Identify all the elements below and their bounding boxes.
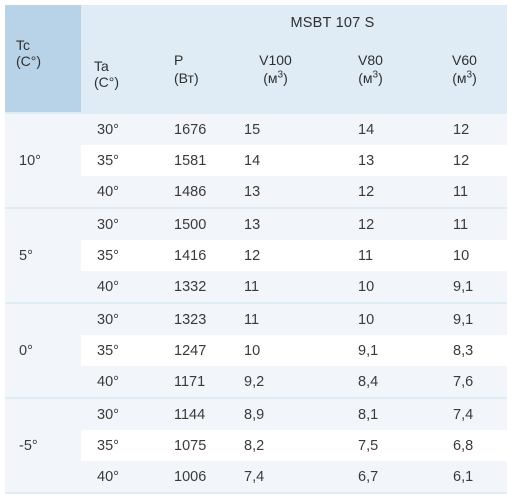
- header-power-unit: (Вт): [174, 70, 199, 86]
- header-tc-label: Tc: [16, 37, 30, 53]
- cell-v60: 10: [418, 240, 508, 271]
- header-v80-unit: (м3): [358, 69, 383, 86]
- cell-p: 1323: [158, 302, 228, 335]
- cell-v100: 10: [228, 335, 323, 366]
- header-ta-label: Ta: [94, 58, 109, 74]
- cell-v80: 13: [323, 145, 418, 176]
- performance-table-container: Tc (C°) Ta (C°) MSBT 107 S P (Вт) V100: [5, 5, 508, 494]
- cell-p: 1486: [158, 176, 228, 208]
- cell-v80: 11: [323, 240, 418, 271]
- cell-tc: -5°: [5, 397, 81, 494]
- header-v60-unit: (м3): [452, 69, 477, 86]
- cell-p: 1171: [158, 366, 228, 398]
- cell-v80: 8,1: [323, 397, 418, 430]
- table-row: 5° 30° 1500 13 12 11: [5, 207, 508, 303]
- cell-v80: 12: [323, 207, 418, 240]
- cell-v100: 7,4: [228, 461, 323, 494]
- cell-p: 1500: [158, 207, 228, 240]
- cell-v80: 14: [323, 112, 418, 145]
- cell-v60: 7,6: [418, 366, 508, 398]
- cell-ta: 35°: [81, 430, 158, 461]
- cell-v100: 9,2: [228, 366, 323, 398]
- cell-v100: 13: [228, 176, 323, 208]
- cell-v60: 12: [418, 145, 508, 176]
- table-row: 40° 1332 11 10 9,1: [5, 271, 508, 303]
- cell-p: 1581: [158, 145, 228, 176]
- cell-v60: 7,4: [418, 397, 508, 430]
- header-model-title: MSBT 107 S: [158, 5, 508, 41]
- cell-ta: 35°: [81, 145, 158, 176]
- cell-p: 1416: [158, 240, 228, 271]
- header-v80: V80 (м3): [323, 41, 418, 113]
- cell-v80: 6,7: [323, 461, 418, 494]
- cell-v60: 9,1: [418, 302, 508, 335]
- table-row: 40° 1486 13 12 11: [5, 176, 508, 208]
- cell-ta: 35°: [81, 335, 158, 366]
- header-tc: Tc (C°): [5, 5, 81, 113]
- table-row: 35° 1247 10 9,1 8,3: [5, 335, 508, 366]
- cell-v100: 14: [228, 145, 323, 176]
- cell-ta: 30°: [81, 112, 158, 145]
- header-tc-unit: (C°): [16, 53, 42, 69]
- cell-v80: 9,1: [323, 335, 418, 366]
- cell-ta: 40°: [81, 461, 158, 494]
- table-row: 40° 1171 9,2 8,4 7,6: [5, 366, 508, 398]
- cell-v100: 15: [228, 112, 323, 145]
- cell-v60: 12: [418, 112, 508, 145]
- header-v80-label: V80: [358, 52, 383, 68]
- cell-ta: 40°: [81, 366, 158, 398]
- table-row: 35° 1416 12 11 10: [5, 240, 508, 271]
- cell-ta: 35°: [81, 240, 158, 271]
- cell-p: 1676: [158, 112, 228, 145]
- cell-v100: 12: [228, 240, 323, 271]
- cell-p: 1075: [158, 430, 228, 461]
- table-header: Tc (C°) Ta (C°) MSBT 107 S P (Вт) V100: [5, 5, 508, 113]
- header-v100-label: V100: [259, 52, 292, 68]
- cell-v60: 11: [418, 207, 508, 240]
- performance-table: Tc (C°) Ta (C°) MSBT 107 S P (Вт) V100: [5, 5, 508, 494]
- cell-ta: 40°: [81, 176, 158, 208]
- cell-v80: 7,5: [323, 430, 418, 461]
- cell-ta: 30°: [81, 302, 158, 335]
- table-row: 0° 30° 1323 11 10 9,1: [5, 302, 508, 398]
- cell-v100: 13: [228, 207, 323, 240]
- header-ta: Ta (C°): [81, 5, 158, 113]
- cell-p: 1144: [158, 397, 228, 430]
- header-ta-unit: (C°): [94, 74, 120, 90]
- cell-v80: 10: [323, 302, 418, 335]
- header-v100: V100 (м3): [228, 41, 323, 113]
- cell-v60: 9,1: [418, 271, 508, 303]
- cell-tc: 10°: [5, 112, 81, 208]
- cell-v100: 11: [228, 302, 323, 335]
- cell-v60: 11: [418, 176, 508, 208]
- table-row: 40° 1006 7,4 6,7 6,1: [5, 461, 508, 494]
- cell-v80: 12: [323, 176, 418, 208]
- table-row: -5° 30° 1144 8,9 8,1 7,4: [5, 397, 508, 494]
- cell-ta: 40°: [81, 271, 158, 303]
- cell-v60: 6,8: [418, 430, 508, 461]
- cell-v60: 6,1: [418, 461, 508, 494]
- header-power: P (Вт): [158, 41, 228, 113]
- header-power-label: P: [174, 52, 184, 68]
- cell-v60: 8,3: [418, 335, 508, 366]
- table-body: 10° 30° 1676 15 14 12 35° 1581 14 13 12 40° 1486 13 12…: [5, 112, 508, 494]
- cell-v100: 11: [228, 271, 323, 303]
- header-v60: V60 (м3): [418, 41, 508, 113]
- cell-p: 1006: [158, 461, 228, 494]
- table-row: 10° 30° 1676 15 14 12: [5, 112, 508, 208]
- cell-v80: 10: [323, 271, 418, 303]
- header-v100-unit: (м3): [263, 69, 288, 86]
- table-row: 35° 1581 14 13 12: [5, 145, 508, 176]
- cell-v80: 8,4: [323, 366, 418, 398]
- cell-ta: 30°: [81, 397, 158, 430]
- cell-v100: 8,2: [228, 430, 323, 461]
- cell-ta: 30°: [81, 207, 158, 240]
- cell-tc: 5°: [5, 207, 81, 303]
- cell-p: 1332: [158, 271, 228, 303]
- cell-tc: 0°: [5, 302, 81, 398]
- header-v60-label: V60: [452, 52, 477, 68]
- table-row: 35° 1075 8,2 7,5 6,8: [5, 430, 508, 461]
- cell-v100: 8,9: [228, 397, 323, 430]
- cell-p: 1247: [158, 335, 228, 366]
